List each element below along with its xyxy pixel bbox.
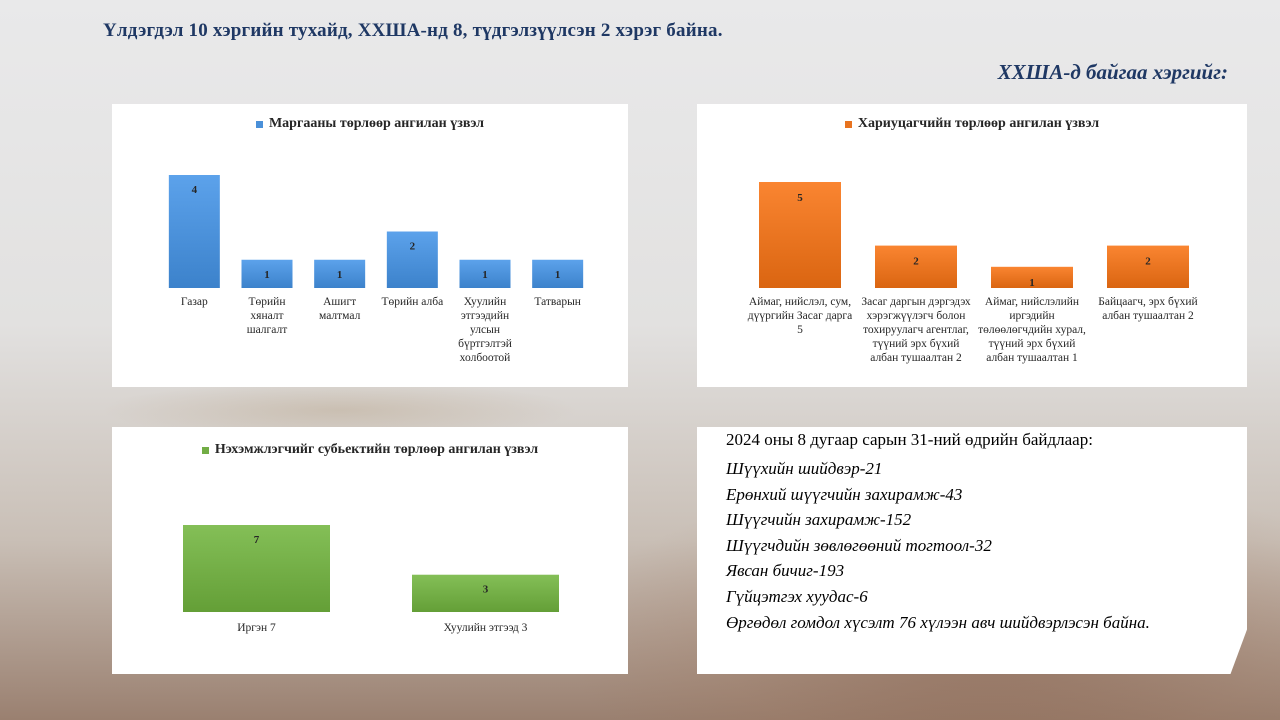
category-label: Иргэн 7	[237, 622, 276, 634]
data-label: 2	[913, 256, 919, 268]
statistics-item: Шүүгчдийн зөвлөгөөний тогтоол-32	[726, 535, 992, 555]
data-label: 1	[555, 269, 561, 281]
category-label-line: Аймаг, нийслэл, сум,	[749, 296, 851, 308]
statistics-item: Өргөдөл гомдол хүсэлт 76 хүлээн авч шийд…	[726, 612, 1150, 632]
legend-swatch	[844, 120, 852, 128]
category-label-line: хяналт	[250, 310, 283, 322]
chart-title: Хариуцагчийн төрлөөр ангилан үзвэл	[857, 116, 1100, 131]
category-label-line: шалгалт	[247, 324, 288, 336]
category-label-line: Хуулийн	[464, 296, 507, 308]
legend-swatch	[255, 120, 263, 128]
bar	[168, 175, 220, 288]
legend-swatch	[201, 446, 209, 454]
bar-chart-defendant-type: 5 Аймаг, нийслэл, сум, дүүргийн Засаг дарг…	[748, 182, 1198, 364]
category-label: Хуулийн этгээд 3	[444, 622, 528, 634]
chart-legend: Маргааны төрлөөр ангилан үзвэл	[112, 116, 628, 132]
statistics-intro: 2024 оны 8 дугаар сарын 31-ний өдрийн ба…	[726, 430, 1093, 449]
category-label: Газар	[181, 296, 208, 308]
data-label: 7	[254, 534, 260, 546]
category-label-line: Ашигт	[323, 296, 356, 308]
bar	[183, 525, 330, 612]
category-label-line: Засаг даргын дэргэдэх	[861, 296, 970, 308]
category-label-line: түүний эрх бүхий	[989, 338, 1076, 350]
statistics-item: Ерөнхий шүүгчийн захирамж-43	[726, 484, 963, 504]
category-label-line: иргэдийн	[1009, 310, 1054, 322]
bar	[875, 245, 957, 288]
category-label-line: Төрийн	[249, 296, 286, 308]
category-label-line: тохируулагч агентлаг,	[863, 324, 969, 336]
category-label-line: албан тушаалтан 2	[1102, 310, 1194, 322]
bar-chart-plaintiff-type: 7 Иргэн 7 3 Хуулийн этгээд 3	[183, 525, 559, 634]
category-label-line: Хуулийн этгээд 3	[444, 622, 528, 634]
category-label: Хуулийн этгээдийн улсын бүртгэлтэй холбоотой	[458, 296, 512, 364]
statistics-item: Шүүхийн шийдвэр-21	[726, 459, 883, 478]
category-label: Аймаг, нийслэлийн иргэдийн төлөөлөгчдийн х…	[978, 296, 1086, 364]
statistics-list: Шүүхийн шийдвэр-21 Ерөнхий шүүгчийн захи…	[726, 456, 1150, 635]
category-label: Төрийн хяналт шалгалт	[247, 296, 288, 336]
category-label: Төрийн алба	[381, 296, 443, 308]
category-label-line: хэрэгжүүлэгч болон	[867, 310, 966, 322]
chart-panel-plaintiff-type: Нэхэмжлэгчийг субьектийн төрлөөр ангилан…	[112, 427, 628, 674]
category-label: Аймаг, нийслэл, сум, дүүргийн Засаг дарга…	[748, 296, 853, 336]
bar	[412, 574, 559, 612]
data-label: 2	[410, 241, 416, 253]
data-label: 5	[797, 192, 803, 204]
chart-panel-defendant-type: Хариуцагчийн төрлөөр ангилан үзвэл 5 Айма…	[697, 104, 1247, 387]
chart-legend: Нэхэмжлэгчийг субьектийн төрлөөр ангилан…	[112, 442, 628, 458]
statistics-item: Шүүгчийн захирамж-152	[726, 510, 912, 530]
category-label-line: төлөөлөгчдийн хурал,	[978, 324, 1086, 336]
data-label: 3	[483, 584, 489, 596]
data-label: 4	[192, 184, 198, 196]
data-label: 2	[1145, 256, 1151, 268]
category-label-line: холбоотой	[460, 352, 511, 364]
page-headline: Үлдэгдэл 10 хэргийн тухайд, ХХШA-нд 8, т…	[103, 20, 723, 41]
category-label: Ашигт малтмал	[319, 296, 361, 322]
chart-panel-dispute-type: Маргааны төрлөөр ангилан үзвэл 4 Газар 1 Тө…	[112, 104, 628, 387]
category-label-line: малтмал	[319, 310, 361, 322]
category-label-line: Төрийн алба	[381, 296, 443, 308]
category-label-line: албан тушаалтан 2	[870, 352, 962, 364]
category-label-line: этгээдийн	[461, 310, 509, 322]
bar	[459, 259, 511, 288]
category-label-line: түүний эрх бүхий	[873, 338, 960, 350]
statistics-panel: 2024 оны 8 дугаар сарын 31-ний өдрийн ба…	[697, 427, 1247, 674]
data-label: 1	[337, 269, 343, 281]
category-label-line: бүртгэлтэй	[458, 338, 512, 350]
bar-chart-dispute-type: 4 Газар 1 Төрийн хяналт шалгалт 1 Ашигт малтмал 2…	[168, 175, 584, 364]
category-label-line: Байцаагч, эрх бүхий	[1098, 296, 1197, 308]
page-subheadline: ХХША-д байгаа хэргийг:	[997, 60, 1228, 84]
category-label-line: Иргэн 7	[237, 622, 276, 634]
data-label: 1	[264, 269, 270, 281]
category-label-line: Газар	[181, 296, 208, 308]
category-label-line: дүүргийн Засаг дарга	[748, 310, 853, 322]
bar	[386, 231, 438, 288]
data-label: 1	[482, 269, 488, 281]
statistics-item: Гүйцэтгэх хуудас-6	[726, 586, 868, 606]
bar	[759, 182, 841, 288]
category-label-line: улсын	[470, 324, 500, 336]
chart-legend: Хариуцагчийн төрлөөр ангилан үзвэл	[697, 116, 1247, 132]
bar	[991, 266, 1073, 288]
category-label-line: албан тушаалтан 1	[986, 352, 1078, 364]
bar	[314, 259, 366, 288]
data-label: 1	[1029, 277, 1035, 289]
category-label-line: Аймаг, нийслэлийн	[985, 296, 1079, 308]
category-label: Татварын	[534, 296, 581, 308]
chart-title: Маргааны төрлөөр ангилан үзвэл	[268, 116, 485, 131]
category-label-line: Татварын	[534, 296, 581, 308]
bar	[1107, 245, 1189, 288]
bar	[241, 259, 293, 288]
statistics-item: Явсан бичиг-193	[726, 561, 845, 581]
category-label: Байцаагч, эрх бүхий албан тушаалтан 2	[1098, 296, 1197, 322]
chart-title: Нэхэмжлэгчийг субьектийн төрлөөр ангилан…	[214, 442, 539, 457]
category-label-line: 5	[797, 324, 803, 336]
category-label: Засаг даргын дэргэдэх хэрэгжүүлэгч болон т…	[861, 296, 970, 364]
bar	[532, 259, 584, 288]
